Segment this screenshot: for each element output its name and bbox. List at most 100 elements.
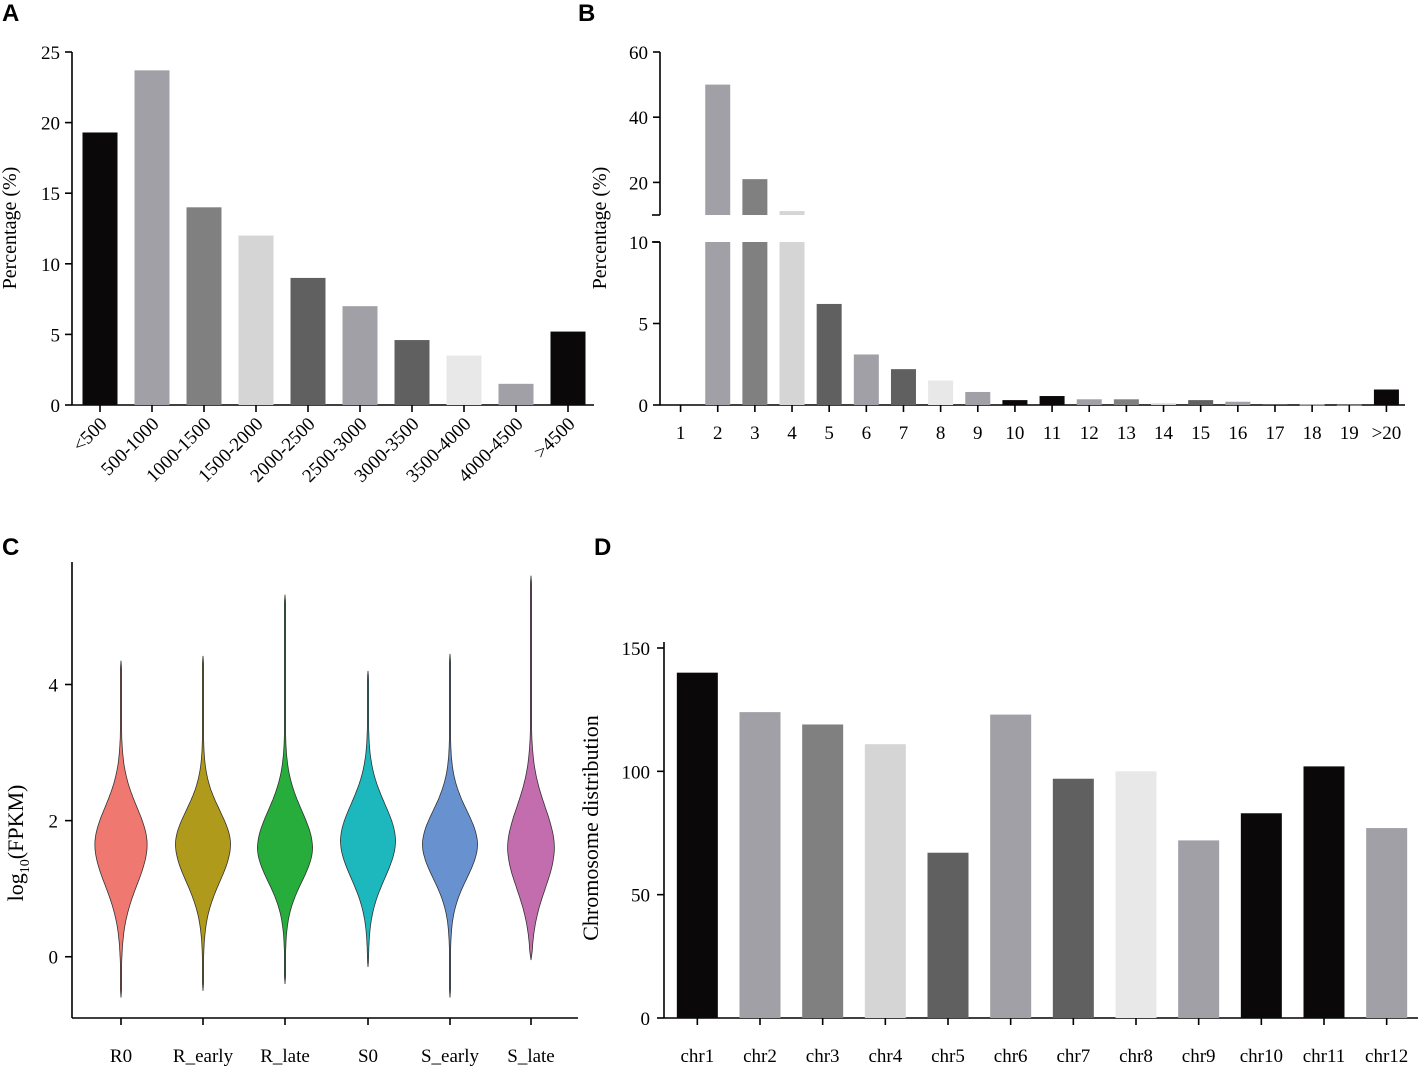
panel-label-a: A — [2, 0, 19, 27]
panel-b-x-tick-label-13: 14 — [1154, 423, 1174, 444]
panel-d-bar-6 — [1052, 778, 1094, 1018]
panel-b-x-tick-label-4: 5 — [824, 423, 834, 444]
panel-c-x-tick-label-0: R0 — [110, 1046, 132, 1067]
panel-d-bar-11 — [1366, 828, 1408, 1018]
panel-b-y-axis-title: Percentage (%) — [589, 167, 611, 290]
panel-b-bar-13 — [1151, 403, 1177, 405]
panel-d-bar-8 — [1178, 840, 1220, 1018]
panel-a-bar-9 — [550, 331, 586, 405]
panel-d-y-axis-title: Chromosome distribution — [578, 715, 603, 941]
panel-b-x-tick-label-10: 11 — [1043, 423, 1061, 444]
panel-a-bar-8 — [498, 383, 534, 405]
panel-c-y-tick-label-1: 2 — [49, 812, 59, 833]
panel-b-bar-upper-2 — [742, 179, 768, 215]
panel-b-x-tick-label-9: 10 — [1005, 423, 1024, 444]
panel-b-bar-7 — [928, 380, 954, 405]
panel-b-bar-16 — [1262, 404, 1288, 405]
panel-b-x-tick-label-18: 19 — [1340, 423, 1359, 444]
panel-c-y-tick-label-2: 4 — [49, 676, 59, 697]
panel-d-bar-4 — [927, 852, 969, 1018]
panel-d-x-tick-label-10: chr11 — [1303, 1046, 1346, 1067]
chart-panel-d: Chromosome distribution 0 50 100 150 chr1 chr… — [578, 639, 1418, 1067]
panel-c-y-axis-title-unit: (FPKM) — [3, 785, 28, 860]
panel-b-bar-11 — [1076, 399, 1102, 405]
panel-c-x-tick-label-2: R_late — [260, 1046, 310, 1067]
panel-d-y-tick-label-3: 150 — [622, 639, 651, 660]
panel-a-bar-1 — [134, 70, 170, 405]
panel-d-x-tick-label-7: chr8 — [1119, 1046, 1153, 1067]
panel-a-x-tick-label-0: <500 — [69, 414, 112, 457]
panel-b-bar-10 — [1039, 396, 1065, 405]
panel-b-x-tick-label-19: >20 — [1372, 423, 1402, 444]
panel-d-bar-3 — [864, 744, 906, 1018]
panel-d-bar-0 — [676, 672, 718, 1018]
panel-b-y-tick-label-lower-0: 0 — [639, 396, 649, 417]
panel-b-bar-upper-3 — [779, 211, 805, 215]
panel-a-bar-5 — [342, 306, 378, 405]
panel-b-bar-9 — [1002, 400, 1028, 405]
panel-a-y-tick-label-3: 15 — [41, 184, 60, 205]
panel-a-bar-3 — [238, 235, 274, 405]
panel-d-bar-2 — [802, 724, 844, 1018]
panel-b-bar-15 — [1225, 401, 1251, 405]
panel-d-x-tick-label-9: chr10 — [1240, 1046, 1283, 1067]
panel-b-bar-upper-1 — [705, 84, 731, 215]
panel-d-bar-7 — [1115, 771, 1157, 1018]
panel-b-bar-12 — [1113, 399, 1139, 405]
panel-b-x-tick-label-14: 15 — [1191, 423, 1210, 444]
chart-panel-c: log10(FPKM) 0 2 4 R0 R_early R_late S0 S_early S… — [3, 562, 578, 1067]
panel-d-y-tick-label-0: 0 — [641, 1009, 651, 1030]
panel-b-x-tick-label-3: 4 — [787, 423, 797, 444]
panel-a-x-tick-label-9: >4500 — [530, 414, 579, 463]
panel-b-x-tick-label-17: 18 — [1303, 423, 1322, 444]
panel-c-x-tick-label-3: S0 — [358, 1046, 378, 1067]
chart-panel-a: Percentage (%) 0510152025<500500-1000100… — [0, 43, 594, 487]
panel-b-bar-3 — [779, 242, 805, 405]
panel-b-x-tick-label-2: 3 — [750, 423, 760, 444]
panel-b-x-tick-label-12: 13 — [1117, 423, 1136, 444]
panel-b-x-tick-label-15: 16 — [1228, 423, 1247, 444]
panel-a-y-tick-label-1: 5 — [51, 325, 61, 346]
panel-b-bar-1 — [705, 242, 731, 405]
panel-label-b: B — [578, 0, 595, 27]
panel-b-y-tick-label-lower-1: 5 — [639, 315, 649, 336]
panel-b-bar-6 — [890, 369, 916, 405]
panel-a-bar-4 — [290, 277, 326, 405]
panel-b-y-tick-label-upper-1: 40 — [629, 108, 648, 129]
panel-c-y-tick-label-0: 0 — [49, 948, 59, 969]
panel-b-x-tick-label-11: 12 — [1080, 423, 1099, 444]
panel-b-x-tick-label-5: 6 — [862, 423, 872, 444]
panel-a-y-tick-label-2: 10 — [41, 255, 60, 276]
panel-b-bar-19 — [1373, 389, 1399, 405]
panel-d-bar-5 — [990, 714, 1032, 1018]
panel-c-violin-0 — [94, 660, 148, 998]
panel-d-y-tick-label-2: 100 — [622, 762, 651, 783]
panel-c-y-axis-title: log10(FPKM) — [3, 785, 33, 902]
panel-b-bar-4 — [816, 303, 842, 405]
panel-d-bar-10 — [1303, 766, 1345, 1018]
panel-a-bar-0 — [82, 132, 118, 405]
panel-label-c: C — [2, 534, 19, 561]
panel-d-x-tick-label-8: chr9 — [1182, 1046, 1216, 1067]
panel-b-bar-17 — [1299, 404, 1325, 406]
panel-a-y-tick-label-4: 20 — [41, 114, 60, 135]
panel-b-x-tick-label-0: 1 — [676, 423, 686, 444]
panel-d-y-tick-label-1: 50 — [631, 886, 650, 907]
panel-d-x-tick-label-5: chr6 — [994, 1046, 1028, 1067]
panel-a-bar-6 — [394, 340, 430, 405]
panel-c-x-tick-label-1: R_early — [173, 1046, 234, 1067]
panel-b-y-tick-label-upper-0: 20 — [629, 173, 648, 194]
panel-c-x-tick-label-5: S_late — [507, 1046, 555, 1067]
panel-b-x-tick-label-6: 7 — [899, 423, 909, 444]
panel-a-y-tick-label-5: 25 — [41, 43, 60, 64]
panel-b-bar-14 — [1188, 400, 1214, 405]
panel-b-y-tick-label-upper-2: 60 — [629, 43, 648, 64]
panel-d-x-tick-label-11: chr12 — [1365, 1046, 1408, 1067]
panel-d-x-tick-label-0: chr1 — [680, 1046, 714, 1067]
panel-d-x-tick-label-6: chr7 — [1056, 1046, 1090, 1067]
panel-d-bar-1 — [739, 712, 781, 1018]
panel-d-x-tick-label-4: chr5 — [931, 1046, 965, 1067]
panel-d-x-tick-label-3: chr4 — [868, 1046, 902, 1067]
